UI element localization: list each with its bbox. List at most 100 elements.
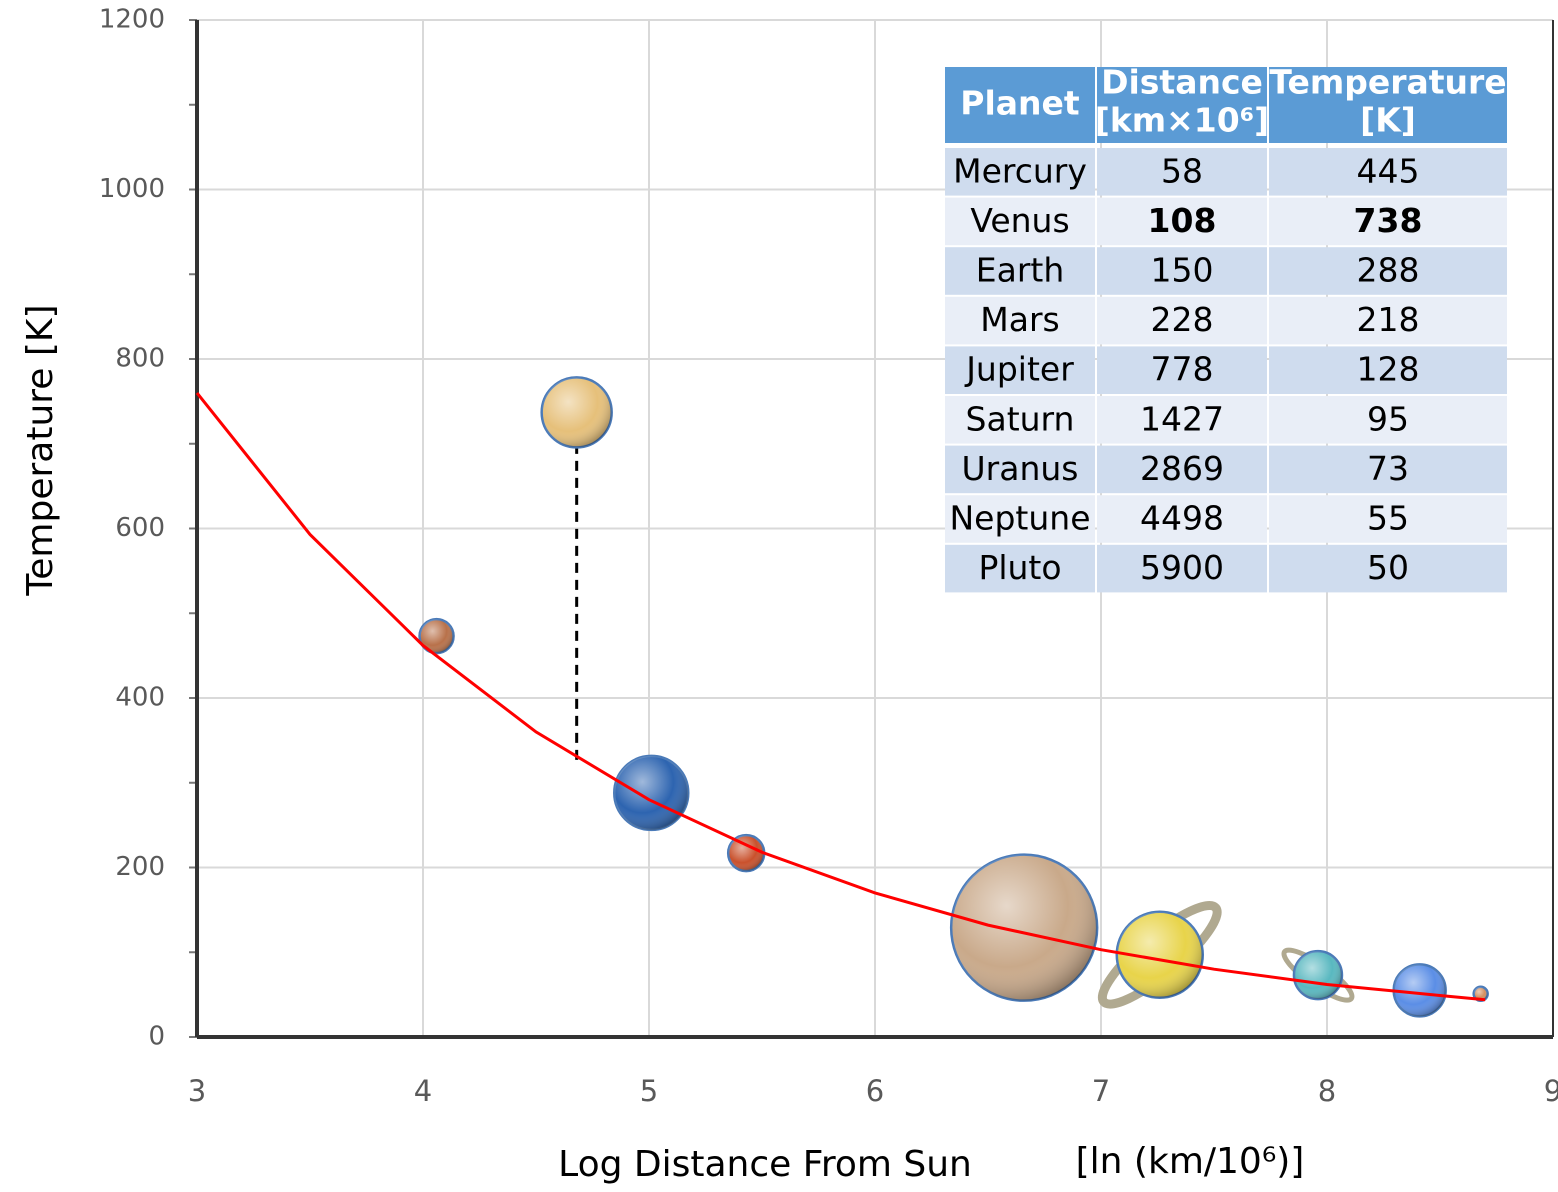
table-cell-text: Neptune bbox=[949, 499, 1090, 538]
planet bbox=[540, 376, 613, 449]
table-cell-text: 778 bbox=[1151, 350, 1214, 389]
planet bbox=[726, 833, 766, 873]
y-tick-label: 1000 bbox=[99, 174, 165, 204]
table-cell-text: 73 bbox=[1367, 449, 1409, 488]
y-tick-label: 600 bbox=[115, 513, 165, 543]
table-cell bbox=[1097, 346, 1267, 394]
planet-shade bbox=[728, 835, 765, 872]
planet-shade bbox=[1393, 964, 1446, 1017]
x-tick-label: 6 bbox=[866, 1074, 884, 1108]
table-cell bbox=[1269, 346, 1507, 394]
table-cell-text: 2869 bbox=[1140, 449, 1224, 488]
table-cell-text: Mars bbox=[980, 300, 1059, 339]
table-cell bbox=[1097, 396, 1267, 444]
table-cell bbox=[1097, 544, 1267, 593]
table-cell-text: 95 bbox=[1367, 399, 1409, 438]
table-cell bbox=[945, 445, 1095, 494]
table-header-text: Distance bbox=[1101, 63, 1263, 102]
table-cell bbox=[1097, 247, 1267, 295]
x-tick-label: 4 bbox=[414, 1074, 432, 1108]
planet-shade bbox=[951, 854, 1098, 1001]
table-cell bbox=[1269, 445, 1507, 494]
planet-shade bbox=[1473, 986, 1488, 1001]
table-cell bbox=[1097, 197, 1267, 246]
x-tick-label: 7 bbox=[1092, 1074, 1110, 1108]
table-cell bbox=[1269, 495, 1507, 543]
table-cell bbox=[1097, 148, 1267, 196]
table-cell bbox=[945, 396, 1095, 444]
table-cell-text: Uranus bbox=[962, 449, 1079, 488]
table-cell bbox=[1097, 445, 1267, 494]
planet-shade bbox=[419, 619, 454, 654]
planet bbox=[1097, 901, 1222, 1009]
fit-curve bbox=[195, 391, 1486, 1002]
table-cell bbox=[1269, 247, 1507, 295]
table-cell bbox=[1269, 148, 1507, 196]
table-header-cell bbox=[1269, 67, 1507, 143]
table-header-cell bbox=[945, 67, 1095, 143]
table-cell-text: 108 bbox=[1148, 201, 1217, 240]
table-cell bbox=[1269, 544, 1507, 593]
table-cell-text: Earth bbox=[976, 251, 1065, 290]
planet bbox=[613, 754, 690, 832]
x-axis-title: Log Distance From Sun bbox=[558, 1144, 972, 1185]
table-cell-text: Mercury bbox=[953, 151, 1087, 190]
planet-shade bbox=[1116, 911, 1203, 998]
table-cell-text: 55 bbox=[1367, 499, 1409, 538]
table-cell bbox=[945, 495, 1095, 543]
x-tick-label: 9 bbox=[1544, 1074, 1558, 1108]
table-cell bbox=[945, 148, 1095, 196]
planet-shade bbox=[614, 755, 689, 830]
planet bbox=[1392, 963, 1447, 1018]
x-axis-unit: [ln (km/10⁶)] bbox=[1076, 1141, 1305, 1182]
y-tick-label: 1200 bbox=[99, 5, 165, 35]
table-cell-text: 58 bbox=[1161, 151, 1203, 190]
table-cell bbox=[945, 346, 1095, 394]
table-header-text: [km×10⁶] bbox=[1095, 101, 1270, 140]
y-axis-title: Temperature [K] bbox=[20, 304, 61, 596]
planet bbox=[1281, 947, 1355, 1003]
table-cell-text: 228 bbox=[1151, 300, 1214, 339]
table-cell-text: Venus bbox=[970, 201, 1069, 240]
table-cell-text: 128 bbox=[1357, 350, 1420, 389]
table-cell bbox=[1269, 197, 1507, 246]
table-cell bbox=[1097, 296, 1267, 345]
table-cell bbox=[945, 296, 1095, 345]
table-header-text: Temperature bbox=[1269, 63, 1506, 102]
table-cell-text: 445 bbox=[1357, 151, 1420, 190]
x-tick-label: 5 bbox=[640, 1074, 658, 1108]
table-cell-text: 50 bbox=[1367, 548, 1409, 587]
table-cell-text: 4498 bbox=[1140, 499, 1224, 538]
table-cell-text: 1427 bbox=[1140, 399, 1224, 438]
table-cell-text: 738 bbox=[1354, 201, 1423, 240]
planet bbox=[949, 853, 1099, 1002]
y-tick-label: 400 bbox=[115, 683, 165, 713]
table-cell-text: 150 bbox=[1151, 251, 1214, 290]
table-cell-text: 5900 bbox=[1140, 548, 1224, 587]
table-cell-text: 288 bbox=[1357, 251, 1420, 290]
table-cell-text: Jupiter bbox=[964, 350, 1074, 389]
y-tick-label: 800 bbox=[115, 344, 165, 374]
table-cell bbox=[1269, 296, 1507, 345]
table-cell-text: Pluto bbox=[978, 548, 1061, 587]
table-cell-text: Saturn bbox=[966, 399, 1075, 438]
table-cell bbox=[945, 247, 1095, 295]
table-cell bbox=[945, 544, 1095, 593]
y-tick-label: 200 bbox=[115, 852, 165, 882]
table-header-text: [K] bbox=[1360, 101, 1416, 140]
planet bbox=[418, 617, 455, 655]
x-tick-label: 3 bbox=[188, 1074, 206, 1108]
table-cell bbox=[1097, 495, 1267, 543]
x-tick-label: 8 bbox=[1318, 1074, 1336, 1108]
planet-shade bbox=[1293, 951, 1342, 1000]
y-tick-label: 0 bbox=[148, 1022, 165, 1052]
planet-shade bbox=[541, 377, 612, 448]
table-header-cell bbox=[1097, 67, 1267, 143]
planet bbox=[1472, 985, 1489, 1003]
table-header-text: Planet bbox=[960, 84, 1080, 123]
table-cell bbox=[1269, 396, 1507, 444]
table-cell bbox=[945, 197, 1095, 246]
table-cell-text: 218 bbox=[1357, 300, 1420, 339]
